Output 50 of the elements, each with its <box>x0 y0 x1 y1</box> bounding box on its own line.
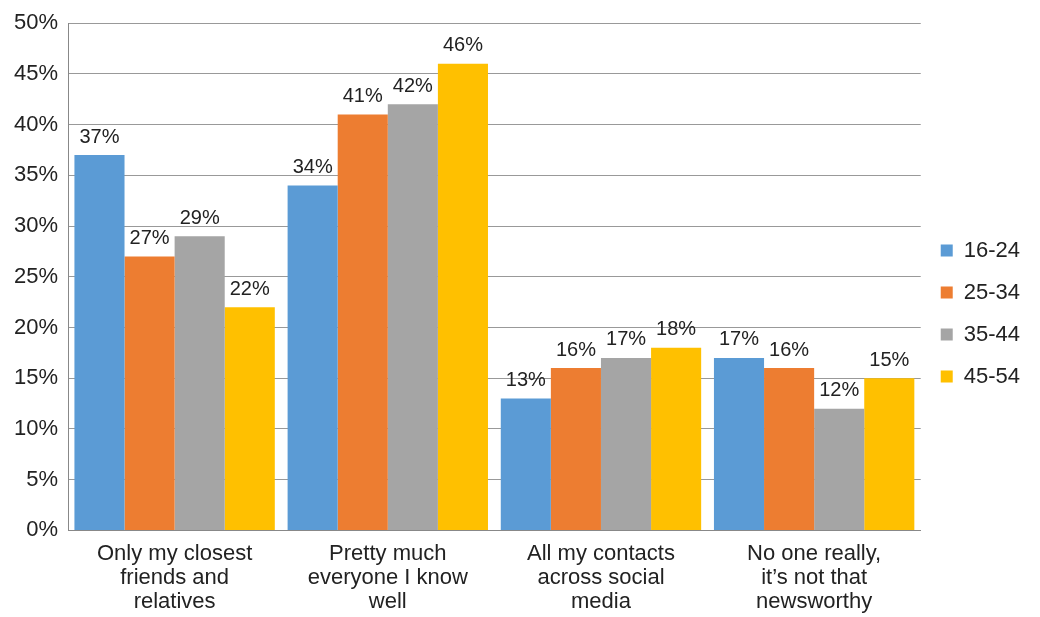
y-tick-label: 5% <box>26 465 59 491</box>
y-tick-label: 40% <box>13 110 59 136</box>
data-label: 13% <box>505 368 547 391</box>
bar <box>864 378 915 530</box>
data-label: 46% <box>442 33 484 56</box>
data-label: 18% <box>656 317 697 340</box>
x-tick-label: All my contacts across social media <box>527 539 675 613</box>
data-label: 37% <box>79 124 120 147</box>
data-label: 17% <box>718 327 760 350</box>
bar <box>224 307 275 530</box>
y-tick-label: 30% <box>13 212 59 238</box>
bar <box>387 104 438 530</box>
data-label: 17% <box>606 327 647 350</box>
bar <box>713 357 765 530</box>
y-tick-label: 10% <box>13 415 59 441</box>
data-label: 29% <box>179 205 220 228</box>
legend-label: 25-34 <box>963 278 1021 304</box>
x-tick-label: Only my closest friends and relatives <box>96 539 253 613</box>
legend-label: 45-54 <box>963 362 1021 388</box>
data-label: 34% <box>292 155 333 178</box>
bar <box>550 368 601 530</box>
bar <box>600 357 652 530</box>
data-label: 22% <box>229 276 270 299</box>
data-label: 41% <box>342 84 383 107</box>
y-tick-label: 15% <box>13 364 59 390</box>
data-label: 12% <box>819 378 860 401</box>
data-label: 27% <box>129 226 170 249</box>
bar <box>500 398 551 530</box>
legend-label: 16-24 <box>963 236 1021 262</box>
legend-label: 35-44 <box>963 320 1021 346</box>
bar <box>287 185 338 530</box>
x-tick-label: No one really, it’s not that newsworthy <box>747 539 882 613</box>
y-tick-label: 50% <box>13 9 59 35</box>
bar <box>337 114 388 530</box>
y-tick-label: 0% <box>26 516 59 542</box>
bar <box>437 63 488 530</box>
x-tick-label: Pretty much everyone I know well <box>307 539 468 613</box>
y-tick-label: 25% <box>13 262 59 288</box>
bar <box>74 155 125 530</box>
data-label: 16% <box>555 337 597 360</box>
bar <box>651 347 702 530</box>
bar <box>814 408 865 530</box>
y-tick-label: 45% <box>13 59 59 85</box>
bar <box>764 368 815 530</box>
bar <box>124 256 175 530</box>
data-label: 16% <box>769 337 810 360</box>
data-label: 15% <box>869 347 910 370</box>
y-tick-label: 20% <box>13 313 59 339</box>
y-tick-label: 35% <box>13 161 59 187</box>
data-label: 42% <box>392 73 434 96</box>
